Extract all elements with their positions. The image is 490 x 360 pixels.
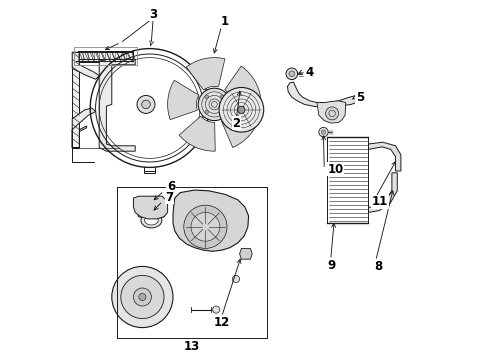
Polygon shape	[77, 51, 133, 59]
Text: 3: 3	[149, 8, 157, 21]
Text: 12: 12	[214, 316, 230, 329]
Polygon shape	[368, 173, 397, 212]
Circle shape	[184, 205, 227, 248]
Circle shape	[289, 71, 294, 77]
Text: 6: 6	[167, 180, 175, 193]
Circle shape	[321, 130, 326, 134]
Circle shape	[191, 212, 220, 241]
Polygon shape	[288, 82, 360, 107]
Circle shape	[326, 107, 339, 120]
Text: 13: 13	[184, 340, 200, 353]
Circle shape	[213, 306, 220, 313]
Polygon shape	[77, 53, 132, 62]
Polygon shape	[221, 110, 259, 148]
Polygon shape	[225, 66, 261, 103]
Ellipse shape	[145, 216, 158, 225]
Circle shape	[220, 95, 224, 99]
Circle shape	[319, 127, 328, 137]
Circle shape	[220, 110, 224, 114]
Polygon shape	[72, 52, 79, 148]
FancyBboxPatch shape	[138, 201, 165, 217]
Polygon shape	[168, 80, 199, 120]
Polygon shape	[72, 108, 96, 148]
Polygon shape	[99, 59, 135, 151]
Polygon shape	[179, 116, 215, 151]
Text: 7: 7	[165, 191, 173, 204]
Polygon shape	[317, 101, 346, 123]
Circle shape	[286, 68, 297, 80]
Polygon shape	[240, 248, 252, 259]
Circle shape	[121, 275, 164, 319]
Text: 11: 11	[372, 195, 388, 208]
Circle shape	[112, 266, 173, 328]
Circle shape	[142, 100, 150, 109]
Polygon shape	[186, 58, 225, 90]
Circle shape	[205, 110, 209, 114]
Text: 4: 4	[305, 66, 313, 78]
Circle shape	[137, 95, 155, 113]
Polygon shape	[72, 52, 99, 79]
Circle shape	[238, 106, 245, 113]
Bar	[327, 137, 368, 223]
Circle shape	[219, 87, 264, 132]
Ellipse shape	[141, 213, 162, 228]
Text: 2: 2	[232, 117, 241, 130]
Text: 10: 10	[328, 163, 344, 176]
Circle shape	[133, 288, 151, 306]
Circle shape	[157, 207, 162, 211]
Polygon shape	[133, 196, 168, 219]
Polygon shape	[173, 190, 248, 251]
Text: 1: 1	[221, 15, 229, 28]
Circle shape	[232, 275, 240, 283]
Circle shape	[205, 95, 209, 99]
Polygon shape	[368, 142, 401, 171]
Text: 9: 9	[327, 259, 336, 272]
Circle shape	[148, 205, 155, 212]
Text: 5: 5	[356, 91, 365, 104]
Text: 8: 8	[374, 260, 382, 273]
Circle shape	[198, 88, 231, 121]
Circle shape	[141, 207, 146, 211]
Circle shape	[139, 293, 146, 301]
